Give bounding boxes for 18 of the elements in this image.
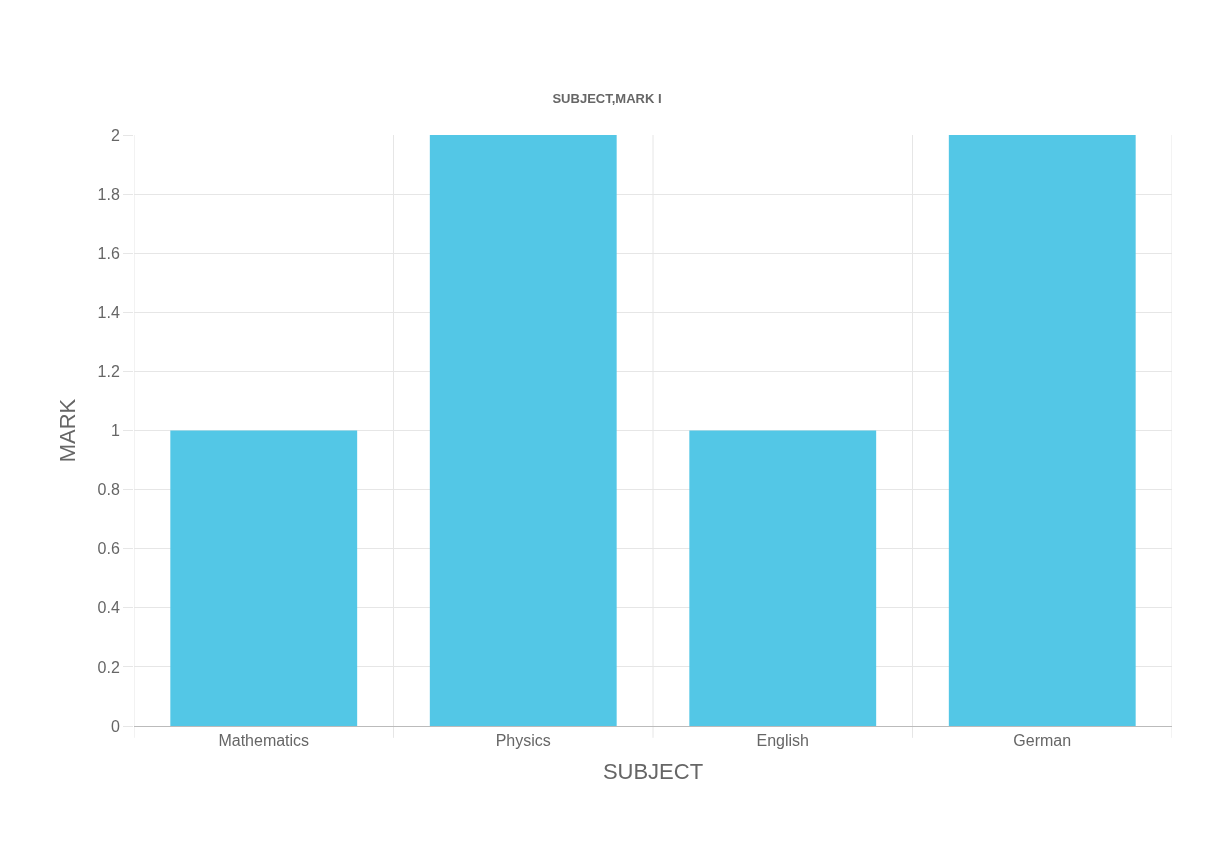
chart-title: SUBJECT,MARK I: [552, 90, 662, 106]
y-tick-label: 1.2: [97, 363, 120, 380]
y-tick-label: 0.8: [97, 481, 120, 499]
y-tick-label: 1.8: [97, 185, 120, 203]
y-tick-label: 1: [110, 422, 120, 440]
y-axis-title: MARK: [55, 398, 81, 463]
y-tick-label: 1.4: [97, 303, 120, 321]
x-tick-label: German: [1013, 732, 1072, 750]
x-axis-title: SUBJECT: [602, 759, 704, 785]
y-tick-label: 2: [110, 126, 120, 144]
y-tick-label: 0.2: [97, 658, 120, 676]
y-tick-label: 0.4: [97, 599, 120, 617]
y-tick-label: 1.6: [97, 244, 120, 262]
y-tick-label: 0: [110, 717, 120, 735]
x-tick-label: Mathematics: [218, 732, 310, 750]
x-tick-label: English: [756, 732, 809, 750]
x-tick-label: Physics: [495, 732, 551, 750]
y-tick-label: 0.6: [97, 540, 120, 558]
